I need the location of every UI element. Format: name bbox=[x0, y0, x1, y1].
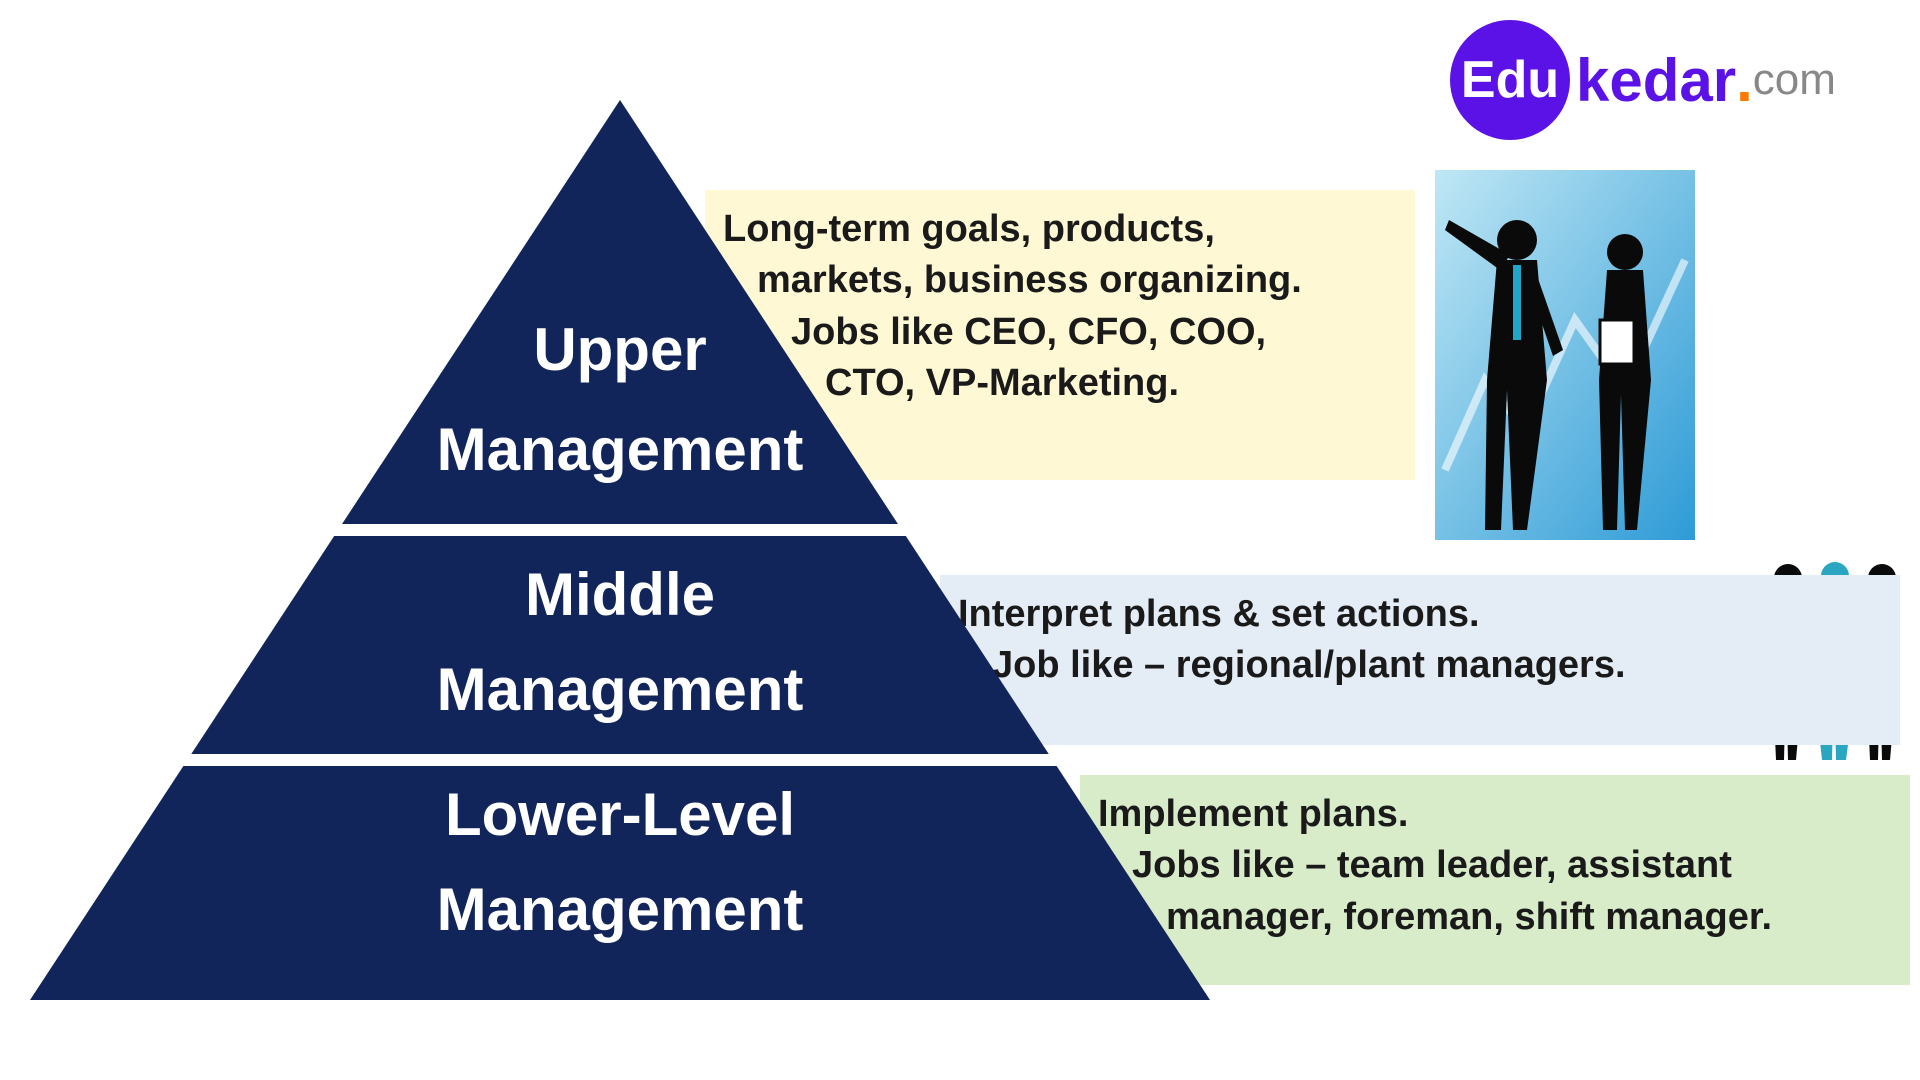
pyramid-label-upper-line2: Management bbox=[437, 416, 804, 483]
logo-dot: . bbox=[1736, 46, 1753, 115]
people-upper-icon bbox=[1435, 170, 1695, 540]
logo-badge: Edu bbox=[1450, 20, 1570, 140]
infographic-canvas: Edu kedar . com bbox=[0, 0, 1920, 1080]
desc-lower-line: Implement plans. bbox=[1098, 789, 1892, 840]
desc-lower-line: manager, foreman, shift manager. bbox=[1098, 892, 1892, 943]
pyramid-label-middle-line1: Middle bbox=[525, 561, 715, 628]
pyramid-label-upper-line1: Upper bbox=[533, 316, 706, 383]
management-pyramid: Upper Management Middle Management Lower-Lev… bbox=[30, 100, 1210, 1000]
logo-word: kedar bbox=[1576, 46, 1736, 115]
pyramid-label-lower-line2: Management bbox=[437, 876, 804, 943]
logo-badge-text: Edu bbox=[1461, 50, 1559, 110]
pyramid-label-lower-line1: Lower-Level bbox=[445, 781, 795, 848]
pyramid-label-middle-line2: Management bbox=[437, 656, 804, 723]
brand-logo: Edu kedar . com bbox=[1450, 20, 1836, 140]
desc-lower-line: Jobs like – team leader, assistant bbox=[1098, 840, 1892, 891]
logo-tld: com bbox=[1753, 55, 1836, 105]
